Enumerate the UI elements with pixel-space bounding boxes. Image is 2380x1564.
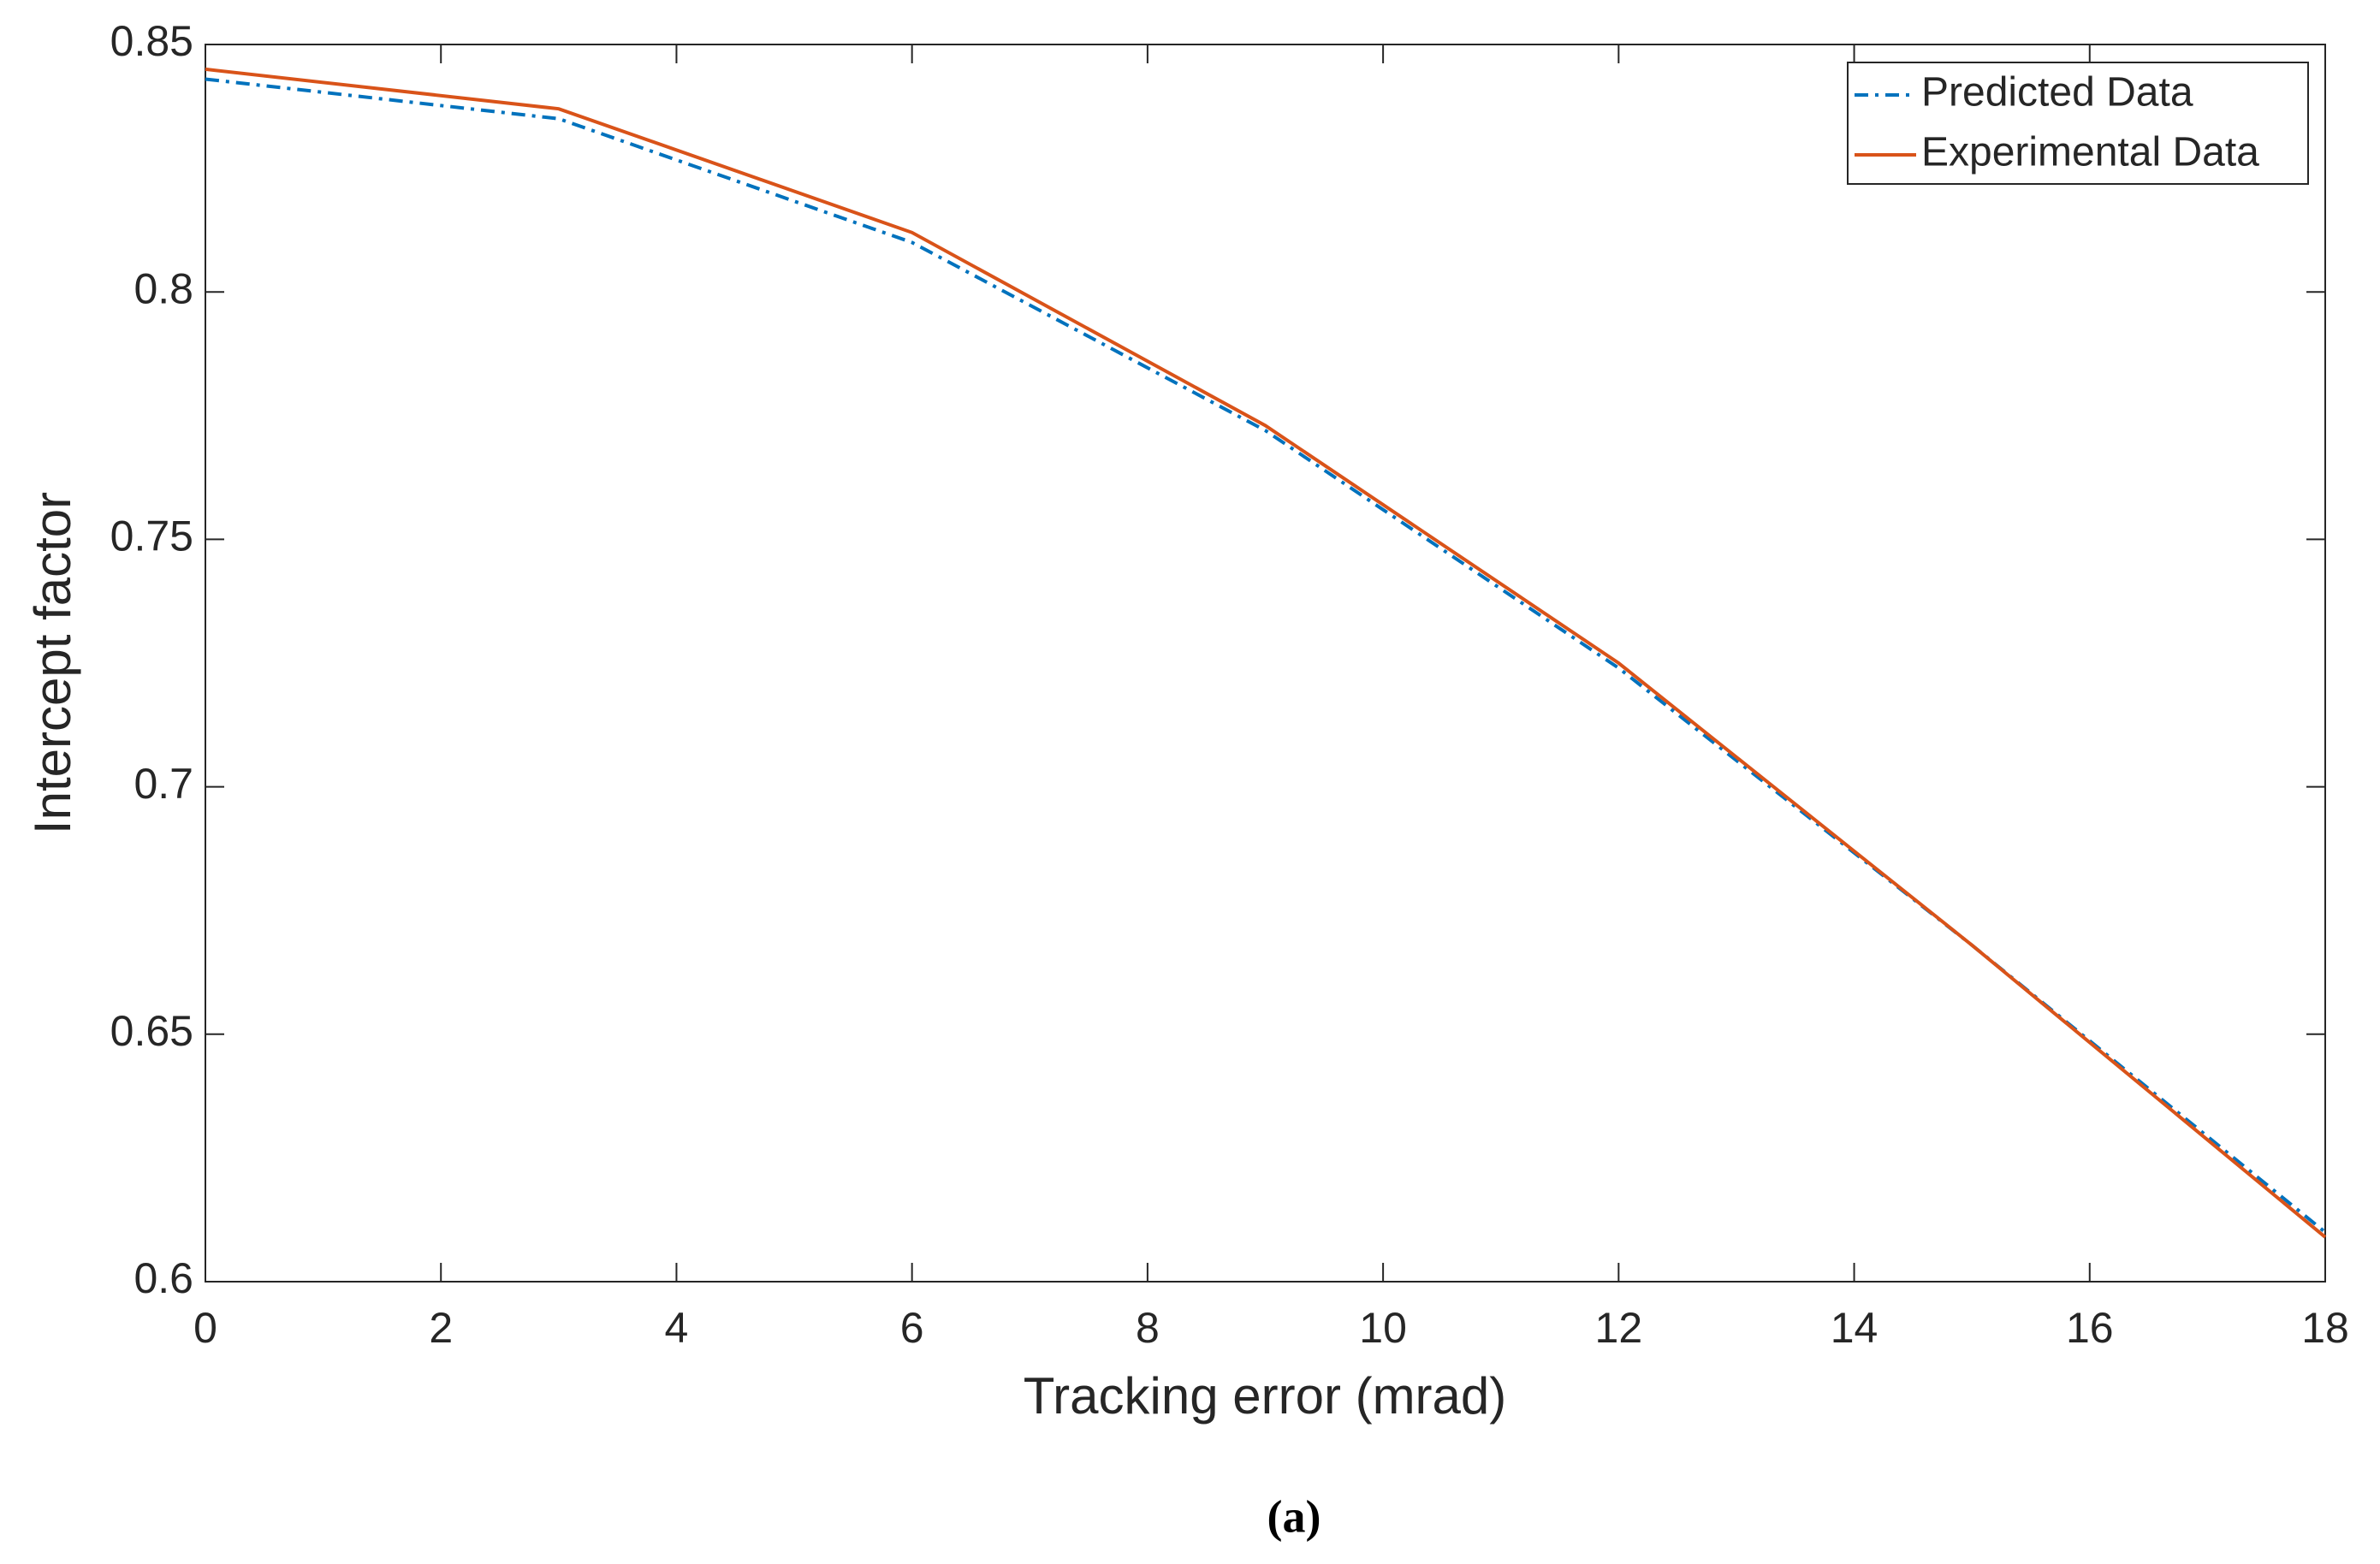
- x-tick-label: 10: [1359, 1304, 1407, 1352]
- caption: (a): [1267, 1490, 1321, 1542]
- x-tick-label: 12: [1595, 1304, 1643, 1352]
- x-tick-label: 18: [2301, 1304, 2349, 1352]
- x-tick-label: 16: [2066, 1304, 2114, 1352]
- x-axis-label: Tracking error (mrad): [1024, 1367, 1507, 1425]
- x-tick-label: 0: [193, 1304, 217, 1352]
- x-tick-label: 4: [665, 1304, 689, 1352]
- legend-box: [1847, 62, 2309, 185]
- x-tick-label: 6: [900, 1304, 924, 1352]
- y-tick-label: 0.6: [134, 1254, 193, 1302]
- legend-label: Experimental Data: [1921, 130, 2259, 175]
- x-tick-label: 2: [429, 1304, 453, 1352]
- x-tick-label: 8: [1136, 1304, 1160, 1352]
- y-tick-label: 0.7: [134, 760, 193, 808]
- legend-label: Predicted Data: [1921, 70, 2193, 116]
- series-line: [205, 77, 2327, 1234]
- y-tick-label: 0.8: [134, 264, 193, 312]
- y-tick-label: 0.65: [110, 1007, 193, 1055]
- series-line: [205, 67, 2327, 1239]
- plot-frame: [205, 44, 2326, 1283]
- x-tick-label: 14: [1831, 1304, 1878, 1352]
- y-axis-label: Intercept factor: [24, 492, 81, 834]
- y-tick-label: 0.75: [110, 512, 193, 560]
- y-tick-label: 0.85: [110, 17, 193, 65]
